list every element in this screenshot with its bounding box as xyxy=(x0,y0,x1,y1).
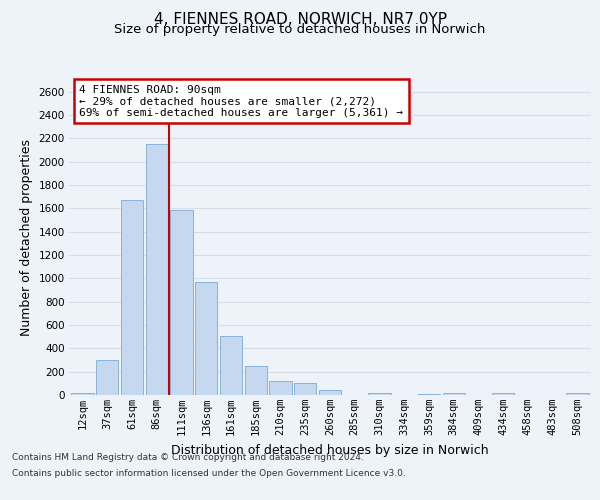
Bar xyxy=(319,390,341,395)
Bar xyxy=(492,392,514,395)
Bar xyxy=(146,144,168,395)
Bar xyxy=(220,336,242,395)
Bar xyxy=(368,392,391,395)
Bar xyxy=(96,360,118,395)
Bar xyxy=(566,392,589,395)
Bar xyxy=(294,384,316,395)
Y-axis label: Number of detached properties: Number of detached properties xyxy=(20,139,33,336)
Bar xyxy=(170,210,193,395)
Text: Contains HM Land Registry data © Crown copyright and database right 2024.: Contains HM Land Registry data © Crown c… xyxy=(12,454,364,462)
Text: Size of property relative to detached houses in Norwich: Size of property relative to detached ho… xyxy=(115,22,485,36)
Text: Contains public sector information licensed under the Open Government Licence v3: Contains public sector information licen… xyxy=(12,468,406,477)
Bar xyxy=(443,392,465,395)
Text: 4 FIENNES ROAD: 90sqm
← 29% of detached houses are smaller (2,272)
69% of semi-d: 4 FIENNES ROAD: 90sqm ← 29% of detached … xyxy=(79,84,403,118)
Bar xyxy=(269,381,292,395)
Bar xyxy=(418,394,440,395)
Text: 4, FIENNES ROAD, NORWICH, NR7 0YP: 4, FIENNES ROAD, NORWICH, NR7 0YP xyxy=(154,12,446,28)
Bar xyxy=(195,282,217,395)
X-axis label: Distribution of detached houses by size in Norwich: Distribution of detached houses by size … xyxy=(171,444,489,456)
Bar xyxy=(71,392,94,395)
Bar xyxy=(245,366,267,395)
Bar xyxy=(121,200,143,395)
